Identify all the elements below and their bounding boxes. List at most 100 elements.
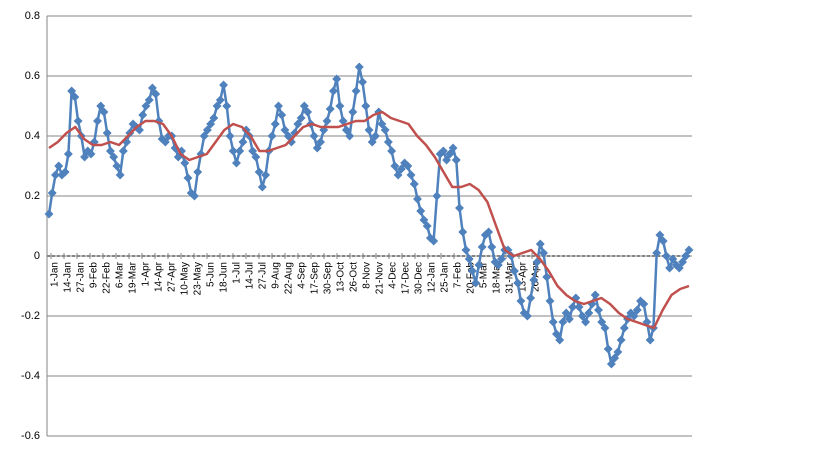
- data-point: [315, 137, 326, 147]
- data-point: [332, 74, 342, 84]
- data-point: [555, 335, 565, 345]
- data-point: [496, 254, 507, 264]
- data-point: [160, 137, 170, 147]
- data-point: [416, 206, 426, 216]
- data-point: [141, 101, 151, 111]
- x-tick-label: 26-Apr: [531, 261, 542, 292]
- data-point: [251, 152, 261, 162]
- data-point: [196, 149, 206, 159]
- data-point: [442, 155, 452, 165]
- x-tick-label: 18-Mar: [492, 261, 503, 293]
- data-point: [574, 302, 584, 312]
- data-point: [99, 107, 109, 117]
- y-tick-label: 0.4: [25, 130, 40, 142]
- data-point: [493, 260, 503, 270]
- data-point: [189, 191, 200, 201]
- data-point: [513, 278, 523, 288]
- x-tick-label: 13-Oct: [336, 262, 347, 292]
- data-point: [151, 89, 161, 99]
- data-point: [348, 107, 358, 117]
- y-tick-label: -0.4: [21, 370, 40, 382]
- data-point: [655, 230, 665, 240]
- data-point: [380, 125, 390, 135]
- x-tick-label: 27-Jul: [258, 262, 269, 289]
- data-point: [105, 146, 115, 156]
- x-tick-label: 13-Apr: [518, 261, 529, 292]
- data-point: [419, 215, 429, 225]
- data-point: [522, 311, 532, 321]
- data-point: [86, 149, 96, 159]
- data-point: [138, 110, 148, 120]
- data-point: [429, 236, 439, 246]
- data-point: [658, 236, 668, 246]
- data-point: [118, 146, 128, 156]
- data-point: [254, 167, 264, 177]
- data-point: [102, 128, 112, 138]
- x-tick-label: 14-Apr: [154, 261, 165, 292]
- data-point: [593, 305, 604, 315]
- data-point: [180, 158, 190, 168]
- data-point: [115, 170, 125, 180]
- data-point: [147, 83, 157, 93]
- data-point: [80, 152, 90, 162]
- data-point: [526, 293, 536, 303]
- data-point: [50, 170, 61, 180]
- data-point: [228, 146, 238, 156]
- x-tick-labels: 1-Jan 14-Jan 27-Jan 9-Feb 22-Feb 6-Mar 19-Mar 1…: [50, 253, 542, 295]
- data-point: [616, 335, 626, 345]
- data-point: [535, 239, 545, 249]
- data-point: [529, 275, 539, 285]
- data-point: [351, 86, 361, 96]
- data-point: [92, 116, 103, 126]
- data-point: [677, 257, 688, 267]
- data-point: [584, 308, 594, 318]
- x-tick-label: 23-May: [193, 262, 204, 295]
- x-tick-label: 18-Jun: [219, 262, 230, 293]
- x-tick-label: 4-Dec: [388, 262, 399, 289]
- data-point: [454, 203, 465, 213]
- data-point: [335, 101, 345, 111]
- data-point: [684, 245, 694, 255]
- data-point: [296, 113, 306, 123]
- data-point: [235, 146, 245, 156]
- data-point: [448, 143, 458, 153]
- y-tick-labels: 0.8 0.6 0.4 0.2 0 -0.2 -0.4 -0.6: [21, 10, 40, 442]
- x-tick-label: 14-Jul: [245, 262, 256, 289]
- data-point: [652, 248, 662, 258]
- data-point: [312, 143, 322, 153]
- data-point: [73, 116, 83, 126]
- series-line-red: [48, 110, 690, 330]
- data-point: [451, 155, 461, 165]
- data-point: [613, 347, 623, 357]
- data-point: [603, 344, 613, 354]
- data-point: [183, 173, 193, 183]
- data-point: [193, 167, 203, 177]
- x-tick-label: 12-Jan: [427, 262, 438, 293]
- x-tick-label: 1-Jan: [50, 262, 61, 287]
- data-point: [60, 167, 70, 177]
- x-tick-label: 9-Aug: [271, 262, 282, 289]
- x-tick-label: 14-Jan: [63, 262, 74, 293]
- data-point: [545, 296, 555, 306]
- data-point: [516, 296, 526, 306]
- x-tick-label: 21-Nov: [375, 262, 386, 294]
- x-tick-label: 7-Feb: [453, 262, 464, 289]
- data-point: [96, 101, 106, 111]
- data-point: [551, 329, 562, 339]
- data-point: [600, 323, 610, 333]
- data-point: [367, 137, 377, 147]
- x-tick-label: 25-Jan: [440, 262, 451, 293]
- data-point: [63, 149, 73, 159]
- data-point: [619, 323, 629, 333]
- x-tick-label: 1-Apr: [141, 261, 152, 286]
- x-tick-label: 9-Feb: [89, 262, 100, 289]
- data-point: [44, 209, 54, 219]
- x-tick-label: 8-Nov: [362, 262, 373, 289]
- data-point: [568, 302, 578, 312]
- data-point: [471, 278, 481, 288]
- x-tick-label: 10-May: [180, 262, 191, 295]
- data-point: [674, 263, 684, 273]
- x-tick-label: 6-Mar: [115, 261, 126, 288]
- series-group: [44, 62, 694, 369]
